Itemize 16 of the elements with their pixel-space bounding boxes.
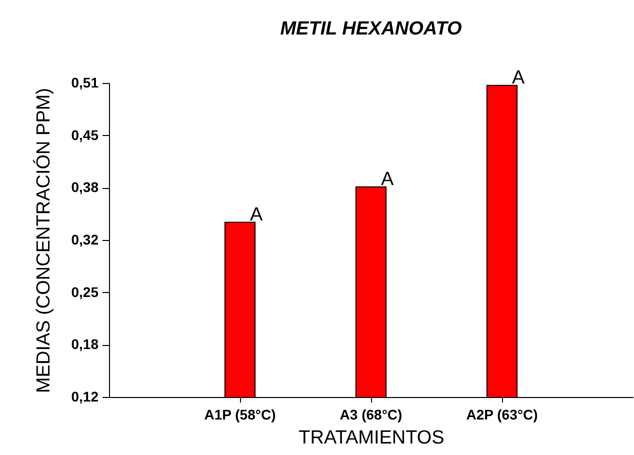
y-axis-title: MEDIAS (CONCENTRACIÓN PPM) [32, 88, 54, 394]
y-tick-label: 0,38 [71, 179, 99, 196]
chart-title: METIL HEXANOATO [280, 18, 462, 40]
x-axis-title: TRATAMIENTOS [298, 428, 444, 448]
y-tick-label: 0,45 [71, 126, 99, 143]
y-tick-label: 0,25 [71, 284, 99, 300]
y-tick-label: 0,51 [71, 74, 99, 90]
annotation: A [381, 168, 394, 190]
x-tick-label: A1P (58°C) [204, 406, 276, 422]
x-tick-label: A2P (63°C) [466, 406, 538, 422]
y-tick-label: 0,32 [71, 232, 99, 248]
y-tick-label: 0,12 [71, 388, 99, 404]
y-tick-label: 0,18 [71, 336, 99, 352]
annotation: A [512, 67, 525, 88]
x-tick-label: A3 (68°C) [340, 406, 402, 422]
annotation: A [250, 204, 263, 226]
